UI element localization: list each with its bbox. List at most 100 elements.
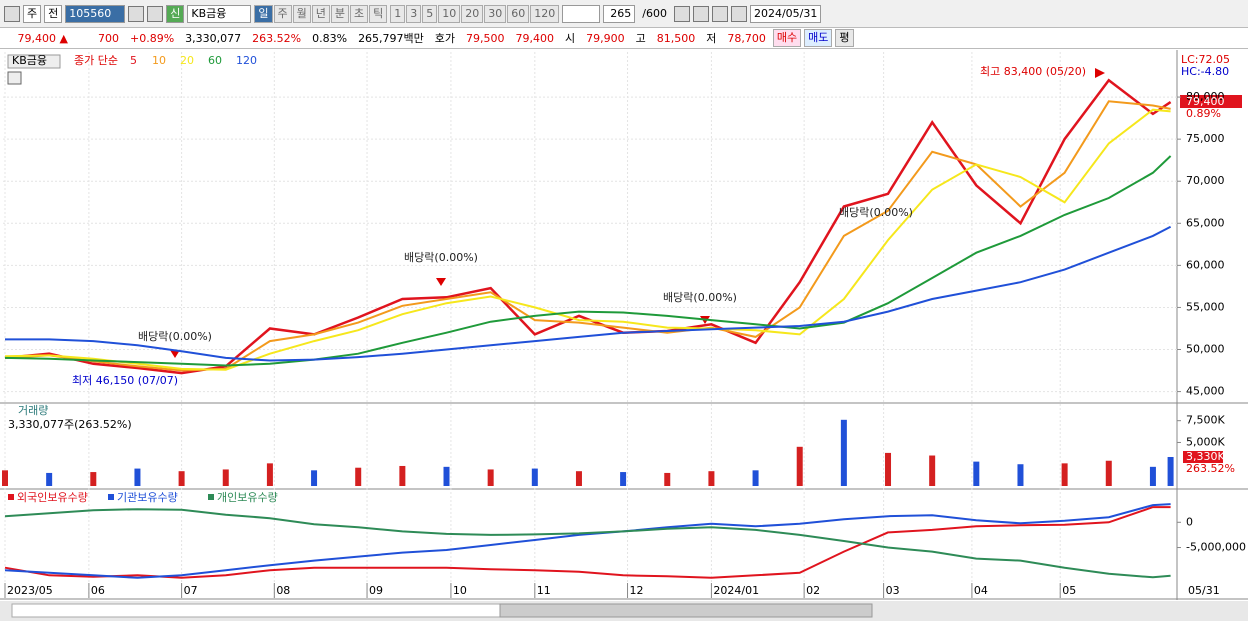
x-tick-label: 09: [369, 584, 383, 597]
y-tick-label: 5,000K: [1186, 435, 1225, 448]
legend-swatch: [8, 494, 14, 500]
interval-button[interactable]: 30: [484, 4, 507, 23]
volume: 3,330,077: [185, 31, 242, 45]
blank-box[interactable]: [562, 4, 601, 23]
tool[interactable]: [692, 5, 709, 22]
volume-bar: [620, 472, 627, 486]
series-line: [4, 108, 1171, 371]
y-tick-label: 60,000: [1186, 258, 1225, 271]
period-button[interactable]: 초: [350, 4, 369, 23]
y-tick-label: 65,000: [1186, 216, 1225, 229]
last-price-box: [1180, 95, 1242, 108]
table-icon[interactable]: [7, 71, 22, 85]
volume-ratio: 263.52%: [252, 31, 302, 45]
marker: [170, 350, 180, 358]
period-button[interactable]: 일: [254, 4, 273, 23]
change-pct: +0.89%: [130, 31, 175, 45]
stock-name[interactable]: KB금융: [187, 4, 252, 23]
x-tick-label: 03: [886, 584, 900, 597]
period-button[interactable]: 주: [273, 4, 292, 23]
y-tick-label: 70,000: [1186, 174, 1225, 187]
search[interactable]: [128, 5, 145, 22]
volume-bar: [134, 468, 141, 486]
max: /600: [642, 7, 667, 20]
interval-button[interactable]: 1: [390, 4, 406, 23]
annotation: 배당락(0.00%): [663, 291, 737, 304]
tool[interactable]: [730, 5, 747, 22]
x-tick-label: 2024/01: [713, 584, 759, 597]
buy-button[interactable]: 매수: [772, 29, 802, 47]
x-tick-label: 04: [974, 584, 988, 597]
low: 78,700: [727, 31, 766, 45]
volume-bar: [443, 466, 450, 486]
series-line: [5, 225, 1172, 362]
annotation: 배당락(0.00%): [404, 251, 478, 264]
interval-button[interactable]: 10: [438, 4, 461, 23]
market[interactable]: 주: [23, 4, 42, 23]
volume-bar: [90, 472, 97, 486]
interval-button[interactable]: 5: [422, 4, 438, 23]
turnover: 0.83%: [312, 31, 348, 45]
annotation: 최저 46,150 (07/07): [72, 374, 178, 387]
volume-bar: [1061, 463, 1068, 486]
legend-swatch: [108, 494, 114, 500]
legend-entry: 기관보유수량: [117, 491, 178, 504]
period-button[interactable]: 월: [292, 4, 311, 23]
period-button[interactable]: 년: [311, 4, 330, 23]
y-tick-label: 75,000: [1186, 132, 1225, 145]
series-line: [4, 155, 1172, 367]
tool[interactable]: [673, 5, 690, 22]
volume-bar: [929, 455, 936, 486]
legend-swatch: [208, 494, 214, 500]
interval-button[interactable]: 20: [461, 4, 484, 23]
high-label: 고: [635, 32, 646, 45]
price: 79,400 ▲: [17, 31, 68, 45]
legend-box: [7, 54, 61, 69]
avg-button[interactable]: 평: [835, 29, 854, 47]
interval-button[interactable]: 120: [530, 4, 560, 23]
sell-button[interactable]: 매도: [804, 29, 833, 47]
ask-label: 호가: [434, 32, 456, 45]
low-label: 저: [706, 32, 717, 45]
volume-bar: [487, 469, 494, 486]
x-tick-label: 07: [184, 584, 198, 597]
marker: [436, 278, 446, 286]
period-button[interactable]: 분: [330, 4, 349, 23]
code[interactable]: 105560: [65, 4, 126, 23]
y-tick-label: 55,000: [1186, 300, 1225, 313]
legend-entry: 10: [152, 54, 166, 67]
count[interactable]: 265: [603, 4, 636, 23]
last-volume-box: [1183, 451, 1223, 463]
x-end-label: 05/31: [1188, 584, 1220, 597]
interval-button[interactable]: 60: [507, 4, 530, 23]
sound[interactable]: [147, 5, 164, 22]
legend-entry: 120: [236, 54, 257, 67]
change: 700: [98, 31, 119, 45]
x-tick-label: 05: [1062, 584, 1076, 597]
legend-entry: 외국인보유수량: [17, 491, 88, 504]
volume-bar: [885, 452, 892, 486]
scroll-thumb[interactable]: [499, 603, 873, 618]
volume-bar: [664, 472, 671, 486]
volume-bar: [575, 471, 582, 486]
x-tick-label: 02: [806, 584, 820, 597]
period-button[interactable]: 틱: [369, 4, 388, 23]
icon[interactable]: [4, 5, 20, 22]
legend-entry: 20: [180, 54, 194, 67]
panel-title: 거래량: [18, 404, 48, 417]
intervals: 1 3 5 10 20 30 60 120: [390, 4, 560, 23]
prev[interactable]: 전: [44, 4, 63, 23]
tool[interactable]: [711, 5, 728, 22]
annotation: 배당락(0.00%): [138, 330, 212, 343]
series-line: [4, 506, 1171, 579]
date[interactable]: 2024/05/31: [749, 4, 822, 23]
side-label: 0.89%: [1186, 107, 1221, 120]
volume-bar: [752, 470, 759, 486]
high: 81,500: [656, 31, 696, 45]
y-tick-label: 45,000: [1186, 385, 1225, 398]
y-tick-label: 50,000: [1186, 343, 1225, 356]
legend-entry: 개인보유수량: [217, 491, 278, 504]
interval-button[interactable]: 3: [406, 4, 422, 23]
